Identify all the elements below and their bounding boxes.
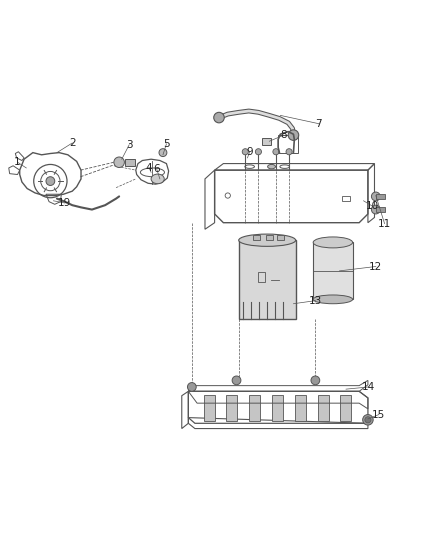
Circle shape [371,192,380,201]
Bar [253,235,260,240]
Text: 12: 12 [369,262,382,271]
Circle shape [286,149,292,155]
Bar [313,243,353,300]
Bar [125,159,135,166]
Circle shape [273,149,279,155]
Text: 6: 6 [153,164,160,174]
Text: 19: 19 [58,198,71,208]
Text: 7: 7 [315,119,322,128]
Text: 10: 10 [366,201,379,211]
Bar [318,395,328,421]
Text: 15: 15 [372,409,385,419]
Text: 9: 9 [246,147,253,157]
Bar [204,395,215,421]
Bar [295,395,306,421]
Text: 11: 11 [378,219,391,229]
Circle shape [371,205,380,214]
Bar [239,240,296,319]
Bar [272,395,283,421]
Bar [376,194,385,199]
Bar [258,272,265,282]
Ellipse shape [151,174,164,184]
Bar [266,235,273,240]
Circle shape [159,149,167,157]
Bar [340,395,351,421]
Text: 8: 8 [280,130,287,140]
Circle shape [214,112,224,123]
Bar [376,207,385,212]
Circle shape [255,149,261,155]
Circle shape [242,149,248,155]
Circle shape [46,177,55,185]
Bar [277,235,284,240]
Text: 5: 5 [163,139,170,149]
Text: 14: 14 [362,382,375,392]
Ellipse shape [268,165,276,169]
Circle shape [232,376,241,385]
Circle shape [311,376,320,385]
Bar [342,197,350,201]
Ellipse shape [313,237,353,248]
Circle shape [187,383,196,391]
Circle shape [363,415,373,425]
Bar [226,395,237,421]
Bar [249,395,260,421]
Ellipse shape [239,234,296,246]
Bar [262,138,271,145]
Circle shape [365,417,371,423]
Text: 3: 3 [126,140,133,150]
Text: 2: 2 [69,138,76,148]
Text: 1: 1 [14,157,21,167]
Circle shape [288,130,299,140]
Ellipse shape [313,295,353,304]
Circle shape [114,157,124,167]
Text: 13: 13 [309,296,322,305]
Text: 4: 4 [145,163,152,173]
